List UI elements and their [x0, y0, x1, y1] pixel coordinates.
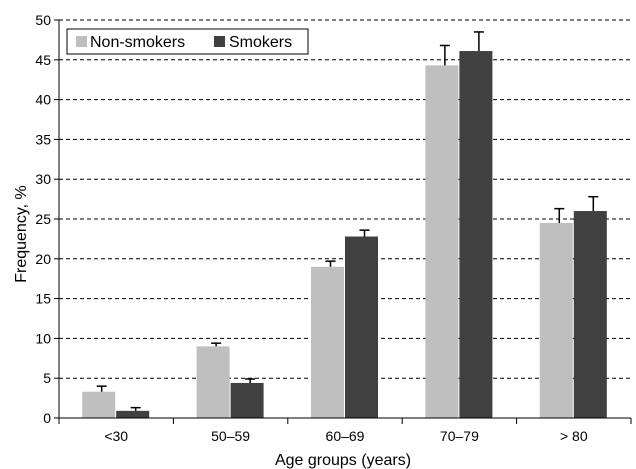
y-tick-label: 10 — [35, 330, 51, 346]
bar-smokers — [116, 410, 150, 418]
bar-smokers — [345, 236, 378, 418]
legend-swatch-non-smokers — [76, 36, 87, 47]
x-tick-label: > 80 — [560, 428, 588, 444]
bar-smokers — [459, 51, 493, 418]
x-tick-label: 50–59 — [211, 428, 250, 444]
y-tick-label: 25 — [35, 211, 51, 227]
legend: Non-smokers Smokers — [66, 28, 309, 55]
x-tick-label: <30 — [104, 428, 128, 444]
y-tick-label: 35 — [35, 131, 51, 147]
x-axis-title: Age groups (years) — [275, 452, 411, 469]
y-tick-label: 0 — [43, 410, 51, 426]
x-tick-label: 70–79 — [440, 428, 479, 444]
legend-box — [66, 28, 309, 55]
bar-non-smokers — [82, 391, 116, 418]
legend-label-smokers: Smokers — [229, 34, 292, 51]
bar-non-smokers — [539, 222, 573, 418]
y-tick-label: 45 — [35, 52, 51, 68]
y-tick-label: 15 — [35, 291, 51, 307]
tick-labels: 0 5 10 15 20 25 30 35 40 45 50 <30 50–59 60–69 70–79 > … — [35, 12, 587, 444]
y-axis-title: Frequency, % — [13, 185, 30, 283]
legend-label-non-smokers: Non-smokers — [90, 34, 185, 51]
y-tick-label: 40 — [35, 92, 51, 108]
bar-smokers — [230, 382, 264, 418]
x-tick-label: 60–69 — [326, 428, 365, 444]
bar-non-smokers — [196, 346, 230, 418]
y-tick-label: 5 — [43, 370, 51, 386]
legend-swatch-smokers — [214, 36, 225, 47]
bar-non-smokers — [311, 266, 344, 418]
axes — [54, 19, 632, 424]
bars — [82, 31, 607, 418]
bar-non-smokers — [425, 65, 459, 418]
bar-smokers — [573, 211, 607, 418]
y-tick-label: 30 — [35, 171, 51, 187]
y-tick-label: 50 — [35, 12, 51, 28]
y-tick-label: 20 — [35, 251, 51, 267]
gridlines — [59, 19, 631, 379]
